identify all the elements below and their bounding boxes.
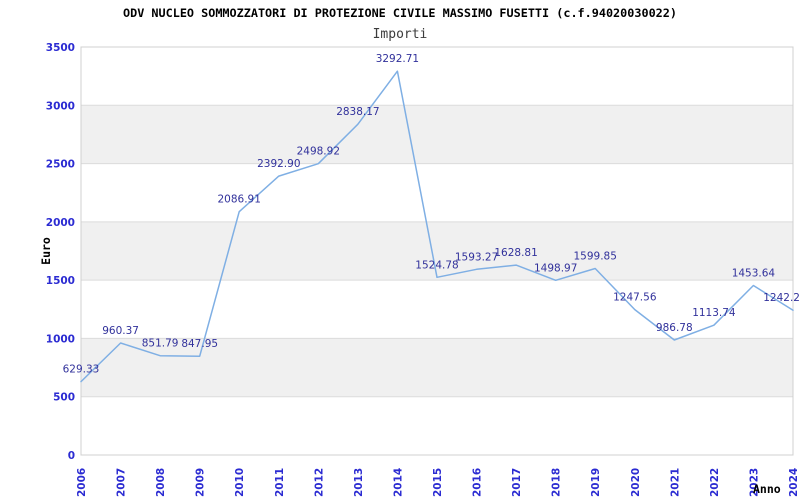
x-tick-label: 2011 <box>274 468 286 497</box>
x-tick-label: 2022 <box>709 468 721 497</box>
y-tick-label: 1000 <box>46 333 75 345</box>
data-point-label: 2838.17 <box>336 106 379 118</box>
x-tick-label: 2014 <box>392 468 404 497</box>
y-tick-label: 0 <box>68 450 75 462</box>
plot-band <box>81 221 793 281</box>
x-tick-label: 2006 <box>76 468 88 497</box>
data-point-label: 2392.90 <box>257 158 300 170</box>
chart-title: ODV NUCLEO SOMMOZZATORI DI PROTEZIONE CI… <box>123 6 677 20</box>
data-point-label: 2086.91 <box>217 194 260 206</box>
data-point-label: 1498.97 <box>534 262 577 274</box>
data-point-label: 986.78 <box>656 322 693 334</box>
y-tick-label: 500 <box>53 392 75 404</box>
data-point-label: 1524.78 <box>415 259 458 271</box>
x-axis-title: Anno <box>753 482 781 496</box>
y-tick-label: 2000 <box>46 217 75 229</box>
data-point-label: 1453.64 <box>732 268 776 280</box>
plot-border <box>80 46 794 456</box>
data-point-label: 1593.27 <box>455 251 498 263</box>
chart-subtitle: Importi <box>372 27 428 42</box>
x-tick-label: 2024 <box>788 468 800 497</box>
data-point-label: 2498.92 <box>297 146 340 158</box>
x-tick-label: 2023 <box>748 468 760 497</box>
data-line <box>80 70 794 383</box>
x-tick-label: 2008 <box>155 468 167 497</box>
data-point-label: 3292.71 <box>376 53 419 65</box>
y-tick-label: 1500 <box>46 275 75 287</box>
data-point-label: 1599.85 <box>573 251 616 263</box>
x-tick-label: 2009 <box>195 468 207 497</box>
x-tick-label: 2020 <box>630 468 642 497</box>
plot-band <box>81 47 793 106</box>
x-tick-label: 2013 <box>353 468 365 497</box>
y-axis-title: Euro <box>39 237 53 265</box>
y-tick-label: 2500 <box>46 159 75 171</box>
data-point-label: 1113.74 <box>692 307 736 319</box>
x-tick-label: 2012 <box>313 468 325 497</box>
plot-band <box>81 280 793 339</box>
plot-band <box>81 163 793 222</box>
y-tick-label: 3500 <box>46 42 75 54</box>
y-tick-label: 3000 <box>46 100 75 112</box>
plot-band <box>81 105 793 164</box>
data-point-label: 1242.2 <box>763 292 800 304</box>
data-point-label: 960.37 <box>102 325 139 337</box>
data-point-label: 1628.81 <box>494 247 537 259</box>
data-point-label: 847.95 <box>181 338 218 350</box>
x-tick-label: 2010 <box>234 468 246 497</box>
x-tick-label: 2017 <box>511 468 523 497</box>
plot-band <box>81 396 793 455</box>
x-tick-label: 2007 <box>116 468 128 497</box>
data-point-label: 629.33 <box>63 364 100 376</box>
x-tick-label: 2016 <box>472 468 484 497</box>
plot-band <box>81 338 793 397</box>
x-tick-label: 2018 <box>551 468 563 497</box>
x-tick-label: 2019 <box>590 468 602 497</box>
x-tick-label: 2021 <box>669 468 681 497</box>
data-point-label: 851.79 <box>142 338 179 350</box>
x-tick-label: 2015 <box>432 468 444 497</box>
data-point-label: 1247.56 <box>613 292 657 304</box>
